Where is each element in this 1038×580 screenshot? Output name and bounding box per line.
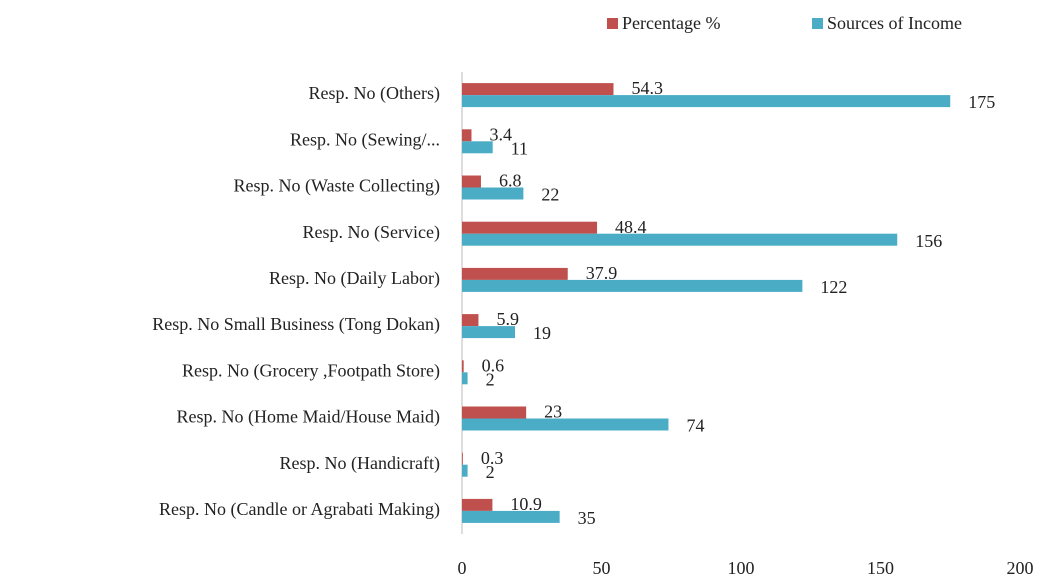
bar [462, 95, 951, 108]
value-label: 23 [544, 402, 562, 422]
bar [462, 326, 516, 339]
bar [462, 267, 568, 280]
bar [462, 83, 614, 96]
y-tick-label: Resp. No (Sewing/... [290, 129, 440, 150]
y-tick-label: Resp. No (Handicraft) [280, 453, 440, 474]
bar [462, 233, 898, 246]
y-tick-label: Resp. No (Waste Collecting) [233, 176, 440, 197]
value-label: 2 [486, 462, 495, 482]
bar [462, 372, 468, 385]
x-tick-label: 0 [458, 558, 467, 578]
bar [462, 418, 669, 431]
y-tick-label: Resp. No (Home Maid/House Maid) [177, 407, 440, 428]
x-tick-label: 150 [867, 558, 894, 578]
y-tick-label: Resp. No (Candle or Agrabati Making) [159, 499, 440, 520]
value-label: 19 [533, 323, 551, 343]
value-label: 37.9 [586, 263, 618, 283]
bar [462, 406, 527, 419]
bar [462, 279, 803, 292]
bar [462, 221, 598, 234]
value-label: 10.9 [510, 494, 542, 514]
legend-swatch [607, 18, 618, 29]
x-tick-label: 100 [728, 558, 755, 578]
bar [462, 175, 481, 188]
value-label: 35 [578, 508, 596, 528]
legend-label: Percentage % [622, 13, 720, 33]
value-label: 11 [511, 138, 528, 158]
bar [462, 452, 463, 465]
value-label: 175 [968, 92, 995, 112]
value-label: 48.4 [615, 217, 647, 237]
bar [462, 464, 468, 477]
bar [462, 141, 493, 154]
bar [462, 129, 472, 142]
bar [462, 314, 479, 327]
bar [462, 360, 464, 373]
value-label: 5.9 [496, 309, 519, 329]
bar [462, 510, 560, 523]
value-label: 74 [686, 416, 704, 436]
legend-swatch [812, 18, 823, 29]
y-tick-label: Resp. No (Grocery ,Footpath Store) [182, 360, 440, 381]
value-label: 2 [486, 369, 495, 389]
value-label: 22 [541, 185, 559, 205]
y-tick-label: Resp. No (Others) [309, 83, 440, 104]
legend-label: Sources of Income [827, 13, 962, 33]
value-label: 3.4 [489, 124, 512, 144]
y-tick-label: Resp. No (Daily Labor) [269, 268, 440, 289]
value-label: 54.3 [631, 78, 663, 98]
value-label: 156 [915, 231, 942, 251]
x-tick-label: 50 [593, 558, 611, 578]
value-label: 122 [820, 277, 847, 297]
value-label: 0.6 [482, 355, 505, 375]
bar [462, 187, 524, 200]
value-label: 0.3 [481, 448, 504, 468]
value-label: 6.8 [499, 171, 522, 191]
y-tick-label: Resp. No Small Business (Tong Dokan) [152, 314, 440, 335]
bar [462, 498, 493, 511]
x-tick-label: 200 [1007, 558, 1034, 578]
y-tick-label: Resp. No (Service) [303, 222, 440, 243]
